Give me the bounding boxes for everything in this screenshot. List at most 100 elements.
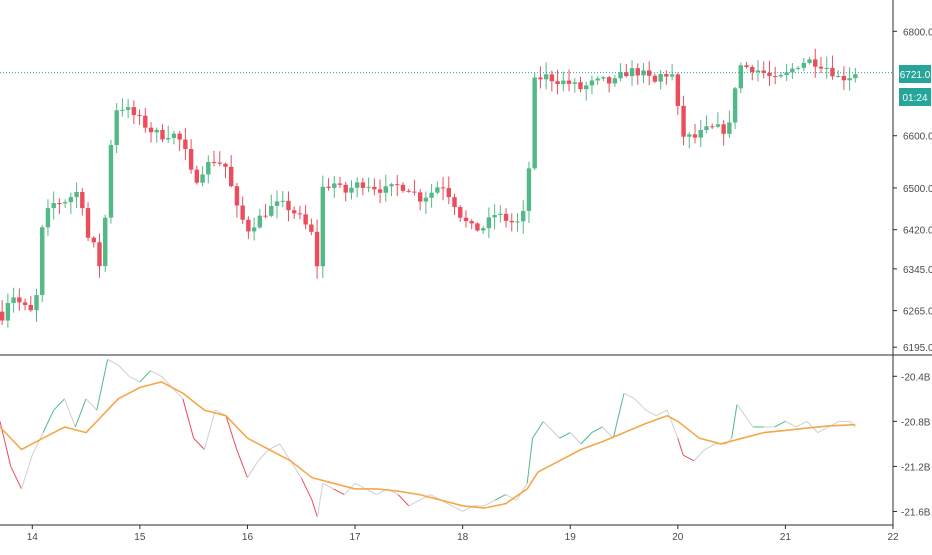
candle-body-up xyxy=(801,62,807,68)
candle-body-up xyxy=(366,186,371,188)
price-axis[interactable]: 6800.0 6600.0 6500.0 6420.0 6345.0 6265.0 6195… xyxy=(893,27,932,354)
candle-body-down xyxy=(240,205,245,220)
candle-body-down xyxy=(343,184,348,193)
candle-body-down xyxy=(194,169,200,183)
candle-body-up xyxy=(658,74,663,82)
candle-body-up xyxy=(641,70,646,76)
candle-body-down xyxy=(417,192,423,202)
indicator-line-segment xyxy=(311,500,318,518)
indicator-line-segment xyxy=(21,454,33,490)
candle-body-up xyxy=(824,67,829,69)
candle-body-down xyxy=(664,74,669,77)
indicator-line-segment xyxy=(53,398,65,411)
candle-body-down xyxy=(813,59,818,67)
candle-body-up xyxy=(618,72,623,79)
candle-body-up xyxy=(572,82,577,84)
candle-body-up xyxy=(332,183,337,188)
candle-body-down xyxy=(217,162,222,164)
candle-body-down xyxy=(509,220,514,223)
candle-body-up xyxy=(807,59,812,63)
time-axis[interactable]: 14 15 16 17 18 19 20 21 22 xyxy=(27,525,899,543)
indicator-line-segment xyxy=(580,432,593,445)
price-axis-tick-label: 6600.0 xyxy=(903,132,932,143)
candle-body-up xyxy=(62,202,68,204)
candle-body-up xyxy=(738,65,744,89)
last-price-label-bg xyxy=(899,65,931,83)
indicator-line-segment xyxy=(161,375,173,388)
candle-body-up xyxy=(389,184,394,187)
candle-body-down xyxy=(137,115,142,117)
indicator-line-segment xyxy=(333,488,345,496)
candle-body-down xyxy=(183,139,188,149)
candle-body-down xyxy=(80,192,85,209)
indicator-line-segment xyxy=(682,454,695,462)
candle-body-down xyxy=(458,207,463,218)
candle-body-down xyxy=(555,81,560,85)
indicator-line-segment xyxy=(343,482,356,495)
indicator-axis[interactable]: -20.4B -20.8B -21.2B -21.6B xyxy=(893,372,931,518)
candle-body-down xyxy=(234,186,240,206)
candle-body-up xyxy=(154,129,159,133)
candle-body-up xyxy=(269,205,274,216)
candle-body-down xyxy=(440,187,446,189)
countdown-label-bg xyxy=(899,88,931,106)
price-axis-tick-label: 6265.0 xyxy=(903,307,932,318)
candle-body-up xyxy=(561,80,566,85)
candle-body-up xyxy=(257,215,263,228)
indicator-line-segment xyxy=(290,460,302,478)
candle-body-down xyxy=(635,68,640,76)
candle-body-down xyxy=(303,214,308,225)
indicator-pane xyxy=(0,358,856,518)
candle-body-up xyxy=(715,124,721,127)
indicator-line-segment xyxy=(677,438,684,456)
time-axis-tick-label: 19 xyxy=(565,532,577,543)
candle-body-up xyxy=(429,192,434,198)
candle-body-down xyxy=(337,183,343,185)
candle-body-down xyxy=(148,127,154,133)
candle-body-up xyxy=(795,67,801,69)
indicator-line-segment xyxy=(171,387,184,400)
indicator-line-segment xyxy=(117,364,130,377)
indicator-line-segment xyxy=(736,404,754,428)
candle-body-up xyxy=(521,210,526,222)
indicator-line-segment xyxy=(316,483,324,518)
candle-body-up xyxy=(171,133,177,139)
indicator-line-segment xyxy=(42,409,55,433)
indicator-line-segment xyxy=(96,359,109,411)
candle-body-down xyxy=(652,75,658,82)
indicator-line-segment xyxy=(107,358,119,366)
indicator-line-segment xyxy=(526,438,534,484)
candle-body-down xyxy=(395,184,400,186)
candle-body-up xyxy=(835,75,841,77)
candle-body-down xyxy=(314,231,320,267)
indicator-line-segment xyxy=(193,437,205,450)
indicator-line-segment xyxy=(612,393,625,439)
indicator-line-segment xyxy=(279,443,291,462)
indicator-axis-tick-label: -20.8B xyxy=(901,417,931,428)
indicator-line-segment xyxy=(731,404,738,439)
time-axis-tick-label: 21 xyxy=(780,532,792,543)
indicator-line-segment xyxy=(225,415,238,450)
price-axis-tick-label: 6800.0 xyxy=(903,27,932,38)
candle-body-down xyxy=(772,76,778,78)
candle-body-up xyxy=(354,182,360,188)
indicator-line-segment xyxy=(785,420,797,428)
price-axis-tick-label: 6195.0 xyxy=(903,343,932,354)
indicator-line-segment xyxy=(408,499,420,507)
candle-body-up xyxy=(847,78,852,81)
time-axis-tick-label: 20 xyxy=(672,532,684,543)
candle-body-down xyxy=(412,191,417,193)
candle-body-down xyxy=(818,66,824,69)
candle-body-up xyxy=(669,74,675,77)
candle-body-down xyxy=(692,134,698,138)
candle-body-down xyxy=(57,203,62,205)
candle-body-up xyxy=(595,78,600,81)
candle-body-down xyxy=(97,242,102,267)
indicator-line-segment xyxy=(182,398,195,439)
candle-body-up xyxy=(790,68,795,73)
indicator-line-segment xyxy=(31,432,44,456)
candle-body-up xyxy=(853,74,858,79)
candle-body-up xyxy=(629,68,635,77)
